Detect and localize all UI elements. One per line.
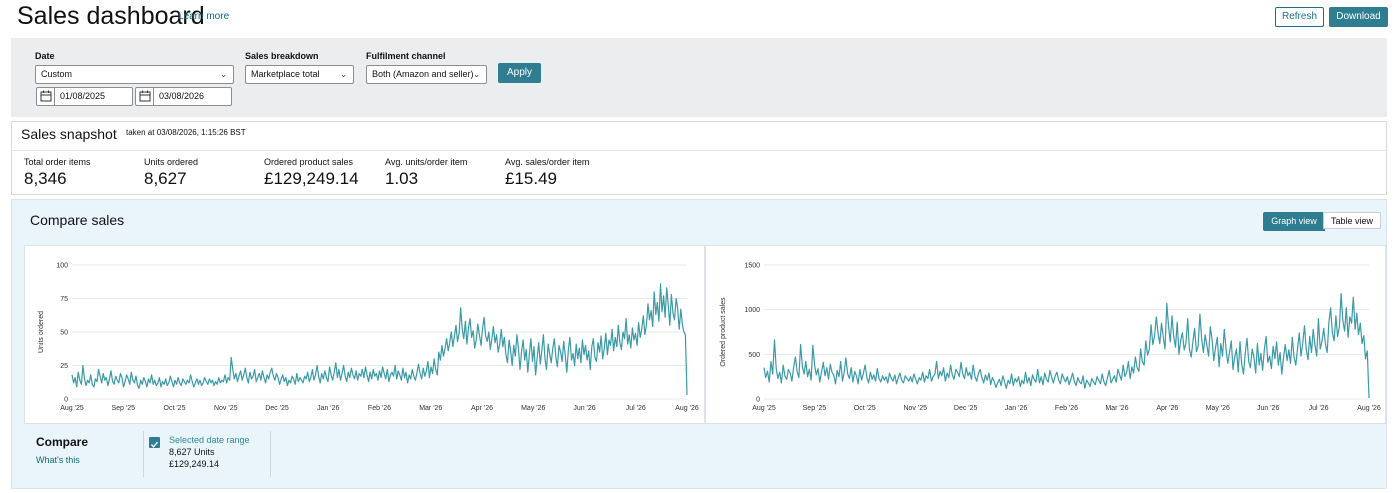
metric-label: Avg. sales/order item (505, 157, 590, 167)
metric-label: Units ordered (144, 157, 199, 167)
legend-sales: £129,249.14 (169, 459, 220, 469)
compare-title: Compare sales (30, 212, 125, 228)
channel-select-value: Both (Amazon and seller) (372, 69, 474, 79)
start-date-input[interactable]: 01/08/2025 (36, 87, 133, 106)
x-tick-label: Dec '25 (265, 405, 289, 412)
snapshot-timestamp: taken at 03/08/2026, 1:15:26 BST (126, 128, 246, 137)
y-tick-label: 75 (60, 296, 68, 303)
channel-select[interactable]: Both (Amazon and seller) ⌄ (366, 65, 487, 84)
page-title: Sales dashboard (17, 2, 205, 30)
table-view-toggle[interactable]: Table view (1323, 212, 1381, 229)
metric-value: 8,346 (24, 169, 67, 188)
metric-value: 8,627 (144, 169, 187, 188)
x-tick-label: Jan '26 (317, 405, 339, 412)
x-tick-label: Oct '25 (164, 405, 186, 412)
snapshot-header (11, 121, 1387, 151)
y-tick-label: 1500 (744, 263, 760, 270)
metric-value: £129,249.14 (264, 169, 359, 188)
x-tick-label: Nov '25 (214, 405, 238, 412)
y-tick-label: 50 (60, 330, 68, 337)
date-select-value: Custom (41, 69, 73, 79)
x-tick-label: Jun '26 (1257, 405, 1279, 412)
y-tick-label: 500 (748, 352, 760, 359)
metric-value: £15.49 (505, 169, 557, 188)
x-tick-label: Oct '25 (854, 405, 876, 412)
sales-chart-panel: 1500 1000 500 0 Aug '25 Sep '25 Oct '25 Nov '25… (705, 245, 1386, 424)
y-tick-label: 100 (56, 263, 68, 270)
x-tick-label: Aug '26 (675, 405, 699, 412)
x-tick-label: Jul '26 (626, 405, 646, 412)
y-axis-label: Ordered product sales (720, 297, 727, 367)
x-tick-label: Nov '25 (903, 405, 927, 412)
x-tick-label: Apr '26 (471, 405, 493, 412)
chevron-down-icon: ⌄ (473, 70, 480, 79)
units-chart-panel: 100 75 50 25 0 Aug '25 Sep '25 Oct '25 Nov '25 De… (24, 245, 705, 424)
y-tick-label: 0 (756, 397, 760, 404)
chevron-down-icon: ⌄ (340, 70, 347, 79)
y-tick-label: 0 (64, 397, 68, 404)
y-axis-label: Units ordered (38, 311, 45, 353)
graph-view-toggle[interactable]: Graph view (1263, 212, 1325, 231)
date-select[interactable]: Custom ⌄ (35, 65, 234, 84)
x-tick-label: Jun '26 (573, 405, 595, 412)
breakdown-label: Sales breakdown (245, 51, 319, 61)
whats-this-link[interactable]: What's this (36, 455, 80, 465)
metric-label: Ordered product sales (264, 157, 354, 167)
x-tick-label: May '26 (521, 405, 545, 412)
x-tick-label: May '26 (1206, 405, 1230, 412)
x-tick-label: Sep '25 (111, 405, 135, 412)
chevron-down-icon: ⌄ (220, 70, 227, 79)
end-date-value: 03/08/2026 (159, 91, 205, 101)
filter-bar (11, 38, 1387, 117)
breakdown-select-value: Marketplace total (251, 69, 320, 79)
download-button[interactable]: Download (1329, 7, 1388, 27)
x-tick-label: Apr '26 (1156, 405, 1178, 412)
learn-more-link[interactable]: Learn more (178, 11, 230, 22)
refresh-button[interactable]: Refresh (1275, 7, 1324, 27)
x-tick-label: Feb '26 (1055, 405, 1078, 412)
legend-units: 8,627 Units (169, 447, 215, 457)
legend-range-label: Selected date range (169, 435, 250, 445)
metric-label: Total order items (24, 157, 91, 167)
x-tick-label: Mar '26 (1105, 405, 1128, 412)
x-tick-label: Aug '25 (60, 405, 84, 412)
series-line (763, 292, 1370, 399)
x-tick-label: Sep '25 (803, 405, 827, 412)
sales-snapshot-panel (11, 121, 1387, 195)
y-tick-label: 1000 (744, 307, 760, 314)
date-label: Date (35, 51, 55, 61)
checkmark-icon (150, 441, 159, 448)
start-date-value: 01/08/2025 (60, 91, 106, 101)
series-line (71, 283, 688, 396)
x-tick-label: Feb '26 (368, 405, 391, 412)
calendar-icon[interactable] (37, 88, 55, 105)
channel-label: Fulfilment channel (366, 51, 446, 61)
x-tick-label: Jan '26 (1005, 405, 1027, 412)
apply-button[interactable]: Apply (498, 63, 541, 83)
legend-selected-range (143, 431, 271, 477)
x-tick-label: Mar '26 (419, 405, 442, 412)
breakdown-select[interactable]: Marketplace total ⌄ (245, 65, 354, 84)
x-tick-label: Dec '25 (954, 405, 978, 412)
snapshot-title: Sales snapshot (21, 126, 117, 142)
metric-label: Avg. units/order item (385, 157, 468, 167)
y-tick-label: 25 (60, 363, 68, 370)
x-tick-label: Aug '26 (1357, 405, 1381, 412)
calendar-icon[interactable] (136, 88, 154, 105)
metric-value: 1.03 (385, 169, 419, 188)
selected-range-checkbox[interactable] (149, 437, 160, 448)
x-tick-label: Aug '25 (752, 405, 776, 412)
x-tick-label: Jul '26 (1309, 405, 1329, 412)
compare-label: Compare (36, 435, 89, 449)
end-date-input[interactable]: 03/08/2026 (135, 87, 232, 106)
